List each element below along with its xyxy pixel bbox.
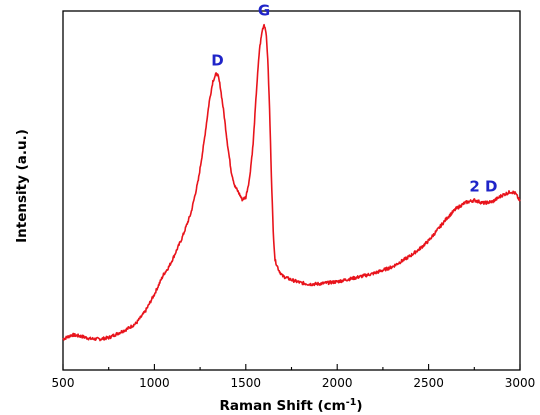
x-tick-label: 2000 — [322, 376, 353, 390]
x-tick-label: 500 — [52, 376, 75, 390]
x-tick-label: 3000 — [505, 376, 536, 390]
plot-frame — [62, 10, 521, 371]
annotations: D G 2 D — [211, 1, 497, 195]
x-tick-label: 1000 — [139, 376, 170, 390]
series-group — [62, 23, 521, 342]
y-axis-title: Intensity (a.u.) — [14, 129, 30, 243]
spectrum-line — [62, 23, 521, 342]
peak-label: 2 D — [469, 177, 497, 195]
peak-label: G — [258, 1, 270, 19]
axes — [62, 10, 521, 371]
x-axis-title: Raman Shift (cm-1) — [220, 397, 363, 415]
x-tick-label: 2500 — [413, 376, 444, 390]
peak-label: D — [211, 52, 223, 70]
x-tick-label: 1500 — [231, 376, 262, 390]
x-tick-labels: 500 1000 1500 2000 2500 3000 — [52, 376, 536, 390]
